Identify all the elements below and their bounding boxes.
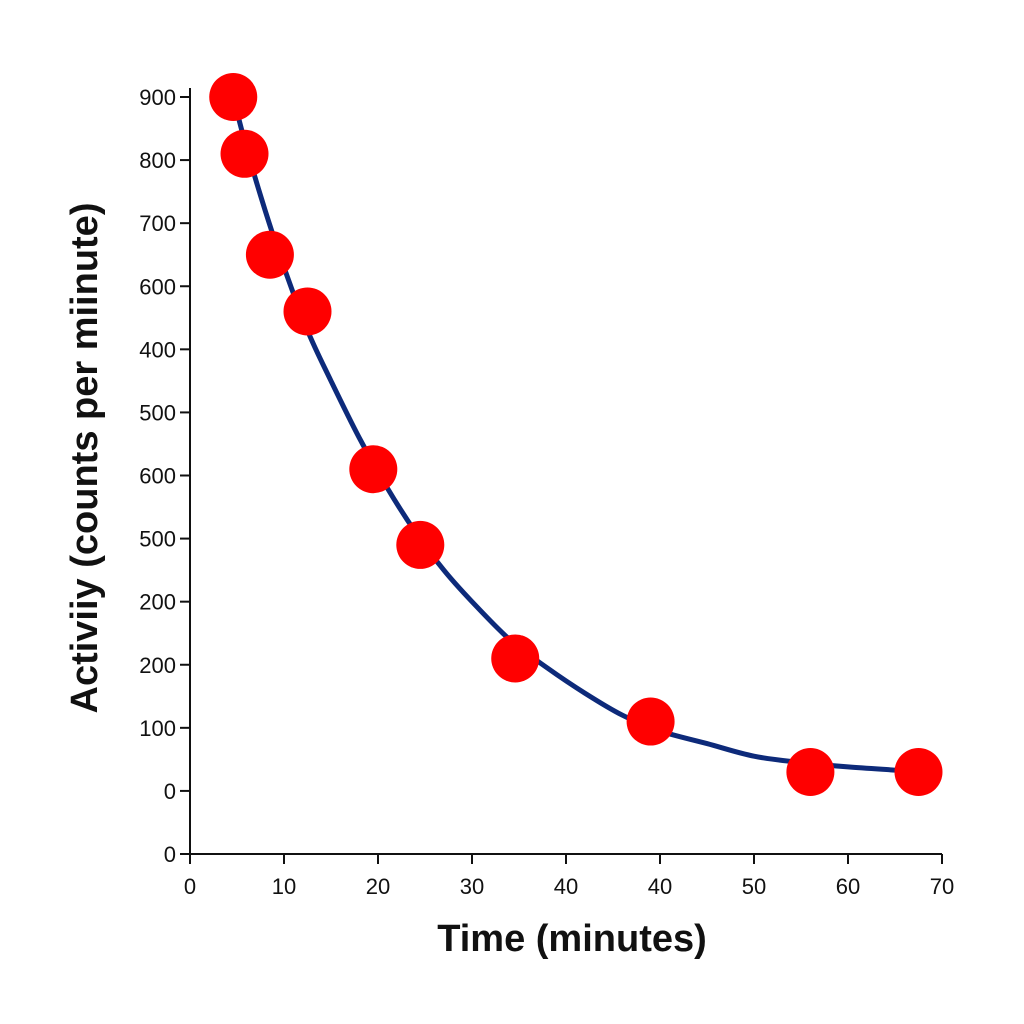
data-point [209, 73, 258, 121]
data-point [349, 445, 398, 494]
data-point [894, 747, 943, 796]
data-point [786, 747, 835, 796]
x-tick-label: 40 [648, 874, 672, 899]
x-tick-label: 10 [272, 874, 296, 899]
x-tick-label: 50 [742, 874, 766, 899]
y-tick-label: 100 [139, 716, 176, 741]
fit-curve [230, 94, 921, 775]
y-tick-label: 0 [164, 779, 176, 804]
x-tick-label: 40 [554, 874, 578, 899]
y-tick-label: 200 [139, 590, 176, 615]
data-point [220, 129, 269, 178]
data-point [396, 520, 445, 569]
y-tick-label: 500 [139, 527, 176, 552]
x-axis-title: Time (minutes) [437, 918, 707, 960]
y-ticks: 0 0 100 200 200 500 600 500 400 600 700 800 900 [139, 85, 190, 867]
y-tick-label: 800 [139, 148, 176, 173]
data-point [626, 697, 675, 746]
x-tick-label: 60 [836, 874, 860, 899]
y-tick-label: 900 [139, 85, 176, 110]
data-point [245, 230, 294, 279]
x-tick-label: 70 [930, 874, 954, 899]
axes [189, 88, 942, 855]
data-points [209, 73, 943, 796]
y-tick-label: 200 [139, 653, 176, 678]
x-tick-label: 0 [184, 874, 196, 899]
y-tick-label: 600 [139, 464, 176, 489]
data-point [283, 287, 332, 336]
data-point [491, 634, 540, 683]
y-axis-title: Activiiy (counts per miinute) [64, 203, 106, 714]
y-tick-label: 700 [139, 211, 176, 236]
x-ticks: 0 10 20 30 40 40 50 60 70 [184, 854, 954, 899]
y-tick-label: 500 [139, 400, 176, 425]
y-tick-label: 0 [164, 842, 176, 867]
x-tick-label: 20 [366, 874, 390, 899]
x-tick-label: 30 [460, 874, 484, 899]
y-tick-label: 600 [139, 274, 176, 299]
y-tick-label: 400 [139, 337, 176, 362]
